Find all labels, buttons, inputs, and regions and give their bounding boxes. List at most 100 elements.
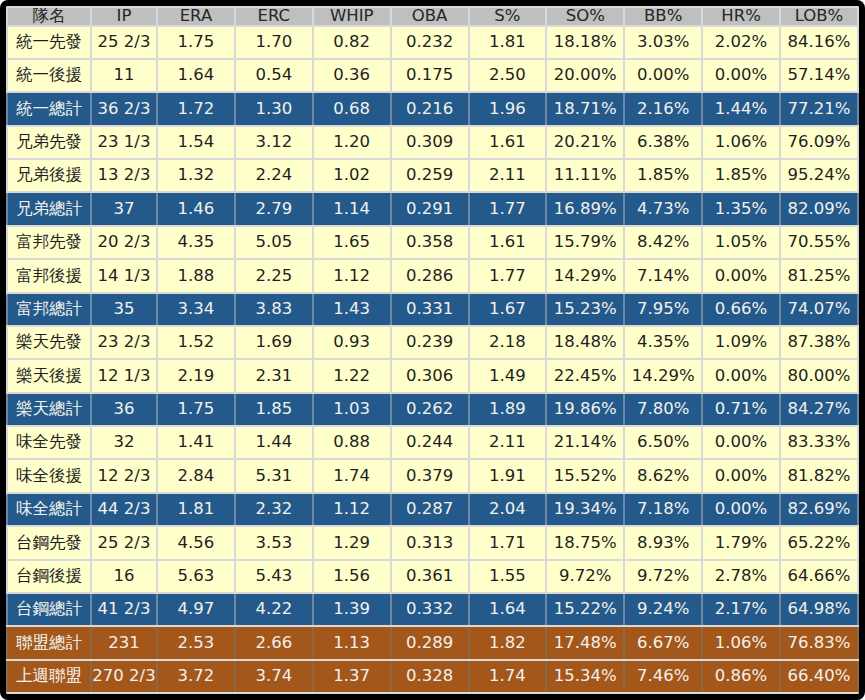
stat-cell: 18.75% [546,526,624,559]
table-row: 富邦先發20 2/34.355.051.650.3581.6115.79%8.4… [7,226,858,259]
stat-cell: 1.46 [157,192,235,225]
stat-cell: 65.22% [780,526,858,559]
stat-cell: 80.00% [780,359,858,392]
stat-cell: 0.86% [702,660,780,693]
stat-cell: 2.32 [235,493,313,526]
stat-cell: 1.91 [469,459,547,492]
stat-cell: 4.35% [624,326,702,359]
stat-cell: 87.38% [780,326,858,359]
stat-cell: 8.62% [624,459,702,492]
table-row: 統一總計36 2/31.721.300.680.2161.9618.71%2.1… [7,92,858,125]
stat-cell: 1.88 [157,259,235,292]
stat-cell: 4.35 [157,226,235,259]
stat-cell: 1.05% [702,226,780,259]
stat-cell: 19.34% [546,493,624,526]
stat-cell: 21.14% [546,426,624,459]
stat-cell: 1.55 [469,560,547,593]
stat-cell: 1.64 [469,593,547,626]
stat-cell: 4.73% [624,192,702,225]
pitching-stats-table: 隊名IPERAERCWHIPOBAS%SO%BB%HR%LOB% 統一先發25 … [6,6,859,694]
stat-cell: 8.93% [624,526,702,559]
column-header-5: OBA [391,7,469,26]
row-label-cell: 統一先發 [7,26,91,59]
stat-cell: 3.74 [235,660,313,693]
stat-cell: 23 1/3 [91,126,157,159]
stat-cell: 1.43 [313,293,391,326]
stat-cell: 4.56 [157,526,235,559]
stat-cell: 17.48% [546,626,624,659]
stat-cell: 2.78% [702,560,780,593]
stat-cell: 1.74 [313,459,391,492]
stat-cell: 1.09% [702,326,780,359]
row-label-cell: 味全先發 [7,426,91,459]
stat-cell: 2.19 [157,359,235,392]
stat-cell: 64.98% [780,593,858,626]
stat-cell: 14.29% [624,359,702,392]
stat-cell: 1.82 [469,626,547,659]
stat-cell: 0.175 [391,59,469,92]
stat-cell: 74.07% [780,293,858,326]
stat-cell: 0.379 [391,459,469,492]
column-header-9: HR% [702,7,780,26]
stat-cell: 0.216 [391,92,469,125]
stat-cell: 2.04 [469,493,547,526]
stat-cell: 0.68 [313,92,391,125]
stat-cell: 64.66% [780,560,858,593]
stat-cell: 1.44% [702,92,780,125]
stat-cell: 22.45% [546,359,624,392]
stat-cell: 270 2/3 [91,660,157,693]
table-row: 味全後援12 2/32.845.311.740.3791.9115.52%8.6… [7,459,858,492]
row-label-cell: 樂天總計 [7,393,91,426]
stat-cell: 1.71 [469,526,547,559]
table-row: 兄弟後援13 2/31.322.241.020.2592.1111.11%1.8… [7,159,858,192]
row-label-cell: 味全總計 [7,493,91,526]
stat-cell: 83.33% [780,426,858,459]
stat-cell: 1.49 [469,359,547,392]
table-row: 統一後援111.640.540.360.1752.5020.00%0.00%0.… [7,59,858,92]
stat-cell: 1.96 [469,92,547,125]
column-header-1: IP [91,7,157,26]
table-row: 樂天後援12 1/32.192.311.220.3061.4922.45%14.… [7,359,858,392]
stat-cell: 0.332 [391,593,469,626]
stat-cell: 2.79 [235,192,313,225]
row-label-cell: 台鋼總計 [7,593,91,626]
stat-cell: 36 2/3 [91,92,157,125]
stat-cell: 35 [91,293,157,326]
stat-cell: 2.11 [469,159,547,192]
table-row: 台鋼後援165.635.431.560.3611.559.72%9.72%2.7… [7,560,858,593]
stat-cell: 12 2/3 [91,459,157,492]
stat-cell: 1.54 [157,126,235,159]
stat-cell: 25 2/3 [91,526,157,559]
stat-cell: 1.02 [313,159,391,192]
stat-cell: 1.85 [235,393,313,426]
stat-cell: 0.36 [313,59,391,92]
stat-cell: 20.00% [546,59,624,92]
stat-cell: 0.66% [702,293,780,326]
stat-cell: 84.16% [780,26,858,59]
stat-cell: 8.42% [624,226,702,259]
stat-cell: 7.14% [624,259,702,292]
stat-cell: 20.21% [546,126,624,159]
stat-cell: 1.85% [624,159,702,192]
stat-cell: 82.09% [780,192,858,225]
stat-cell: 0.309 [391,126,469,159]
stat-cell: 1.12 [313,259,391,292]
stat-cell: 1.12 [313,493,391,526]
stat-cell: 0.313 [391,526,469,559]
stat-cell: 1.81 [469,26,547,59]
stat-cell: 1.32 [157,159,235,192]
stat-cell: 1.20 [313,126,391,159]
stat-cell: 18.71% [546,92,624,125]
stat-cell: 44 2/3 [91,493,157,526]
stat-cell: 14.29% [546,259,624,292]
stat-cell: 2.16% [624,92,702,125]
stat-cell: 5.63 [157,560,235,593]
row-label-cell: 味全後援 [7,459,91,492]
row-label-cell: 富邦先發 [7,226,91,259]
stat-cell: 7.80% [624,393,702,426]
table-row: 樂天先發23 2/31.521.690.930.2392.1818.48%4.3… [7,326,858,359]
stat-cell: 95.24% [780,159,858,192]
table-row: 兄弟總計371.462.791.140.2911.7716.89%4.73%1.… [7,192,858,225]
stat-cell: 1.69 [235,326,313,359]
stat-cell: 1.56 [313,560,391,593]
